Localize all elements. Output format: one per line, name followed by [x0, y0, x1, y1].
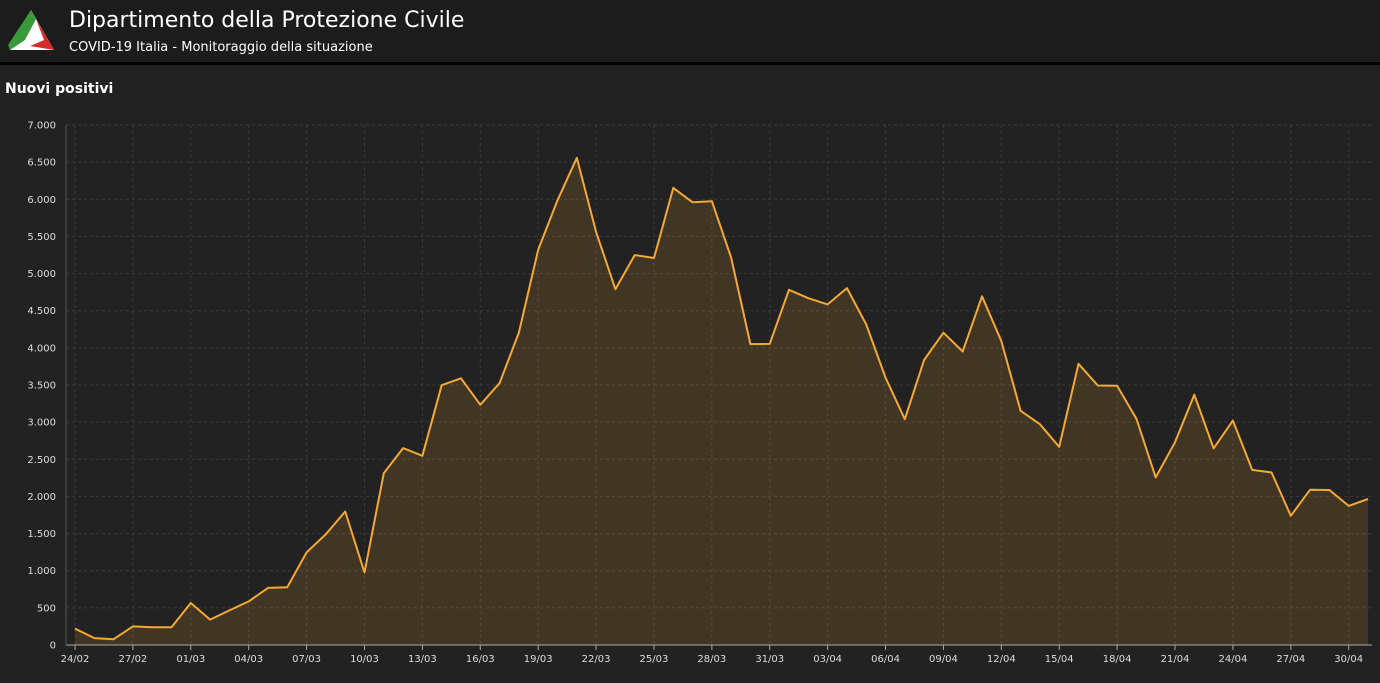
- x-tick-label: 19/03: [524, 654, 553, 665]
- y-tick-label: 5.500: [27, 232, 56, 243]
- header-border: [0, 62, 1380, 65]
- x-tick-label: 12/04: [987, 654, 1016, 665]
- x-tick-label: 22/03: [582, 654, 611, 665]
- x-tick-label: 30/04: [1334, 654, 1363, 665]
- x-tick-label: 07/03: [292, 654, 321, 665]
- logo: [8, 10, 54, 50]
- x-tick-label: 06/04: [871, 654, 900, 665]
- x-tick-label: 16/03: [466, 654, 495, 665]
- x-tick-label: 21/04: [1161, 654, 1190, 665]
- x-tick-label: 27/04: [1276, 654, 1305, 665]
- header-subtitle: COVID-19 Italia - Monitoraggio della sit…: [69, 40, 373, 55]
- x-tick-label: 01/03: [176, 654, 205, 665]
- x-tick-label: 24/04: [1218, 654, 1247, 665]
- x-tick-label: 15/04: [1045, 654, 1074, 665]
- y-tick-label: 6.000: [27, 195, 56, 206]
- x-tick-label: 03/04: [813, 654, 842, 665]
- line: [74, 156, 1369, 641]
- x-tick-label: 13/03: [408, 654, 437, 665]
- x-tick-label: 27/02: [118, 654, 147, 665]
- y-tick-label: 1.000: [27, 566, 56, 577]
- y-tick-label: 2.500: [27, 455, 56, 466]
- header-title: Dipartimento della Protezione Civile: [69, 8, 464, 33]
- y-tick-label: 5.000: [27, 269, 56, 280]
- x-tick-label: 25/03: [640, 654, 669, 665]
- x-tick-label: 24/02: [61, 654, 90, 665]
- plot: 0 500 1.000 1.500 2.000 2.500 3.000 3.500 4.000 4…: [27, 121, 1372, 665]
- y-tick-label: 4.500: [27, 306, 56, 317]
- x-tick-label: 28/03: [697, 654, 726, 665]
- x-tick-label: 18/04: [1103, 654, 1132, 665]
- y-tick-label: 1.500: [27, 529, 56, 540]
- x-tick-label: 04/03: [234, 654, 263, 665]
- header-bar: [0, 0, 1380, 62]
- x-tick-label: 10/03: [350, 654, 379, 665]
- x-tick-label: 31/03: [755, 654, 784, 665]
- y-tick-label: 3.500: [27, 381, 56, 392]
- chart-title: Nuovi positivi: [5, 81, 113, 97]
- y-tick-label: 3.000: [27, 418, 56, 429]
- x-tick-label: 09/04: [929, 654, 958, 665]
- area: [75, 157, 1368, 645]
- y-tick-label: 500: [37, 603, 56, 614]
- y-tick-label: 2.000: [27, 492, 56, 503]
- y-tick-label: 6.500: [27, 158, 56, 169]
- y-tick-label: 0: [50, 641, 56, 652]
- y-tick-label: 4.000: [27, 343, 56, 354]
- y-tick-label: 7.000: [27, 121, 56, 132]
